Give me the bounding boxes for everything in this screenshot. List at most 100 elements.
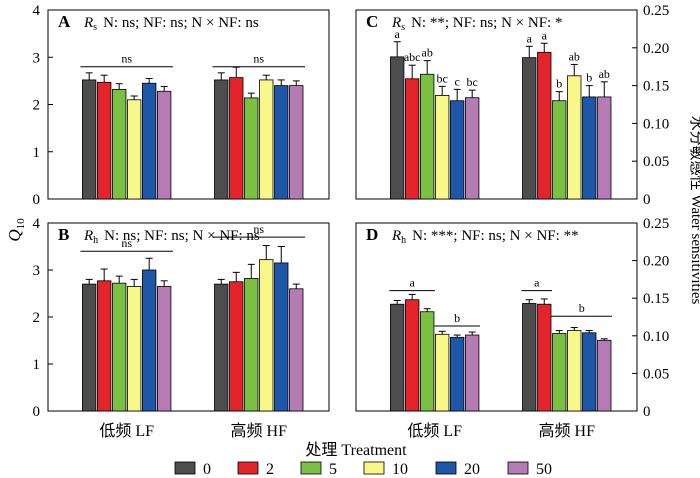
legend: 0 2 5 10 20 50 xyxy=(174,461,552,478)
legend-label: 5 xyxy=(329,461,337,478)
annotation-label: ns xyxy=(253,52,264,66)
panel-title-sub: s xyxy=(401,22,405,33)
bar xyxy=(142,269,157,412)
bar xyxy=(582,96,597,200)
significance-letter: ab xyxy=(569,49,580,63)
bar xyxy=(274,85,289,200)
bar xyxy=(537,51,552,200)
bar xyxy=(289,85,304,200)
bar xyxy=(274,262,289,412)
panel-letter: C xyxy=(366,12,378,31)
y-tick-label: 0.10 xyxy=(643,329,669,345)
bar xyxy=(229,281,244,412)
x-axis-label: 处理 Treatment xyxy=(305,441,407,459)
bar xyxy=(435,333,450,412)
panel-stats: N: ns; NF: ns; N × NF: ns xyxy=(104,228,260,244)
significance-letter: abc xyxy=(404,50,421,64)
bar xyxy=(390,56,405,200)
annotation-label: b xyxy=(579,301,585,315)
y-left-label: Q10 xyxy=(5,218,27,242)
annotation-label: ns xyxy=(121,236,132,250)
significance-letter: ab xyxy=(599,67,610,81)
bar xyxy=(552,333,567,412)
y-tick-label: 0 xyxy=(33,192,41,208)
bar xyxy=(127,99,142,200)
panel-frame xyxy=(355,222,638,412)
panel-title: Rs N: **; NF: ns; N × NF: * xyxy=(391,15,562,33)
y-tick-label: 4 xyxy=(33,216,41,232)
x-tick-label: 低频 LF xyxy=(407,422,462,440)
panel-a: 0 1 2 3 4 A Rs N: ns; NF: ns; N × NF: ns ns ns xyxy=(33,3,330,208)
bar xyxy=(405,78,420,200)
y-tick-label: 2 xyxy=(33,310,41,326)
bar xyxy=(259,79,274,200)
y-tick-label: 0 xyxy=(33,404,41,420)
legend-swatch xyxy=(174,461,196,475)
y-tick-label: 0.20 xyxy=(643,41,669,57)
panel-title-var: R xyxy=(391,228,401,244)
legend-item: 20 xyxy=(435,461,480,478)
y-tick-label: 3 xyxy=(33,263,41,279)
bar xyxy=(259,259,274,412)
bar xyxy=(405,299,420,412)
bar xyxy=(522,57,537,200)
panel-title-sub: h xyxy=(401,235,406,246)
legend-swatch xyxy=(507,461,529,475)
legend-swatch xyxy=(363,461,385,475)
panel-letter: B xyxy=(58,225,69,244)
significance-letter: a xyxy=(527,31,533,45)
significance-letter: a xyxy=(542,28,548,42)
y-tick-label: 0.25 xyxy=(643,216,669,232)
bar xyxy=(537,303,552,412)
legend-swatch xyxy=(435,461,457,475)
x-tick-label: 高频 HF xyxy=(231,422,288,440)
bar xyxy=(597,339,612,412)
bar xyxy=(552,100,567,200)
legend-item: 10 xyxy=(363,461,408,478)
significance-letter: b xyxy=(586,71,592,85)
bar xyxy=(435,95,450,200)
bar xyxy=(97,81,112,200)
bar xyxy=(157,286,172,412)
y-tick-label: 0.05 xyxy=(643,154,669,170)
bar xyxy=(450,336,465,412)
bar xyxy=(112,282,127,412)
panel-letter: D xyxy=(366,225,378,244)
significance-letter: a xyxy=(395,27,401,41)
y-right-label: 水分敏感性 Water sensitivities xyxy=(688,116,700,305)
bar xyxy=(420,73,435,200)
legend-item: 2 xyxy=(237,461,274,478)
legend-swatch xyxy=(300,461,322,475)
legend-label: 2 xyxy=(266,461,274,478)
bar xyxy=(465,334,480,412)
y-tick-label: 0.20 xyxy=(643,254,669,270)
y-tick-label: 2 xyxy=(33,98,41,114)
y-tick-label: 0.15 xyxy=(643,79,669,95)
bar xyxy=(244,97,259,200)
y-left-label-main: Q xyxy=(5,229,24,241)
bar xyxy=(244,278,259,412)
bar xyxy=(97,280,112,412)
y-left-label-sub: 10 xyxy=(15,218,27,230)
y-tick-label: 1 xyxy=(33,145,41,161)
bar xyxy=(582,332,597,412)
y-tick-label: 3 xyxy=(33,50,41,66)
legend-item: 5 xyxy=(300,461,337,478)
panel-title-sub: s xyxy=(93,22,97,33)
annotation-label: ns xyxy=(253,222,264,236)
panel-title-var: R xyxy=(391,15,401,31)
panel-letter: A xyxy=(58,12,71,31)
panel-stats: N: **; NF: ns; N × NF: * xyxy=(411,15,562,31)
significance-letter: bc xyxy=(437,71,448,85)
bar xyxy=(450,100,465,200)
significance-letter: ab xyxy=(422,46,433,60)
bar xyxy=(465,97,480,200)
bar xyxy=(522,303,537,412)
bar xyxy=(567,75,582,200)
bar xyxy=(82,283,97,412)
annotation-label: b xyxy=(454,311,460,325)
panel-title-sub: h xyxy=(93,235,98,246)
panel-c: 0 0.05 0.10 0.15 0.20 0.25 C Rs N: **; NF: ns; N… xyxy=(355,3,669,208)
